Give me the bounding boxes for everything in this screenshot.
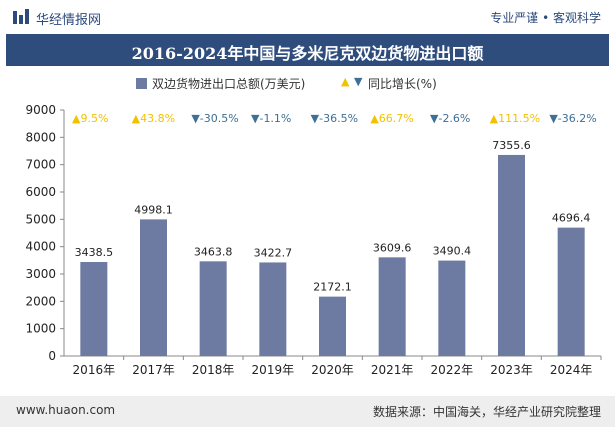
growth-value: 9.5%: [80, 112, 108, 125]
growth-up-label: ▲66.7%: [370, 112, 413, 125]
y-tick-label: 2000: [25, 294, 56, 308]
chart-bars: [80, 154, 585, 356]
value-labels: 3438.5 4998.1 3463.8 3422.7 2172.1 3609.6 3490…: [75, 139, 591, 294]
growth-value: 66.7%: [379, 112, 414, 125]
top-bar: 华经情报网 专业严谨 • 客观科学: [0, 0, 615, 34]
growth-value: -1.1%: [259, 112, 291, 125]
x-tick-labels: 2016年 2017年 2018年 2019年 2020年 2021年 2022年 2023年…: [73, 363, 593, 377]
down-triangle-icon: ▼: [191, 112, 200, 125]
y-tick-label: 0: [48, 349, 56, 363]
footer-url: www.huaon.com: [16, 403, 116, 417]
legend-bar-swatch: [136, 78, 147, 89]
bar-value-label: 3490.4: [433, 245, 472, 258]
chart-title: 2016-2024年中国与多米尼克双边货物进出口额: [131, 44, 484, 63]
slogan: 专业严谨 • 客观科学: [490, 11, 601, 25]
up-triangle-icon: ▲: [490, 112, 499, 125]
growth-up-label: ▲111.5%: [490, 112, 540, 125]
x-tick-label: 2023年: [490, 363, 533, 377]
growth-value: -36.2%: [558, 112, 597, 125]
up-triangle-icon: ▲: [370, 112, 379, 125]
y-tick-label: 3000: [25, 267, 56, 281]
up-triangle-icon: ▲: [72, 112, 81, 125]
legend: 双边货物进出口总额(万美元) ▲ ▼ 同比增长(%): [0, 72, 615, 92]
bar: [378, 257, 406, 356]
growth-down-label: ▼-36.5%: [311, 112, 358, 125]
legend-growth-label: 同比增长(%): [368, 77, 437, 91]
down-triangle-icon: ▼: [311, 112, 320, 125]
x-tick-label: 2022年: [431, 363, 474, 377]
growth-value: -30.5%: [200, 112, 239, 125]
x-tick-label: 2024年: [550, 363, 593, 377]
y-tick-label: 9000: [25, 103, 56, 117]
bar: [199, 261, 227, 356]
growth-value: -2.6%: [438, 112, 470, 125]
x-tick-label: 2020年: [311, 363, 354, 377]
bar-logo-icon: [13, 9, 29, 24]
growth-up-label: ▲9.5%: [72, 112, 108, 125]
growth-down-label: ▼-1.1%: [251, 112, 291, 125]
legend-bar-label: 双边货物进出口总额(万美元): [152, 77, 306, 91]
bar: [438, 260, 466, 356]
bar-value-label: 2172.1: [313, 281, 352, 294]
bar: [80, 262, 108, 356]
footer: www.huaon.com 数据来源：中国海关，华经产业研究院整理: [0, 396, 615, 427]
x-tick-label: 2016年: [73, 363, 116, 377]
x-tick-label: 2019年: [252, 363, 295, 377]
bar: [259, 262, 287, 356]
bar-value-label: 4998.1: [134, 203, 173, 216]
bar-chart: 3438.5 4998.1 3463.8 3422.7 2172.1 3609.6 3490…: [25, 103, 602, 377]
y-tick-label: 6000: [25, 185, 56, 199]
bar: [498, 154, 525, 356]
bar: [140, 219, 167, 356]
growth-labels: ▲9.5% ▲43.8% ▼-30.5% ▼-1.1% ▼-36.5% ▲66.7% ▼-2…: [72, 112, 597, 125]
bar-value-label: 3609.6: [373, 241, 412, 254]
x-tick-label: 2017年: [132, 363, 175, 377]
growth-value: -36.5%: [319, 112, 358, 125]
footer-source: 数据来源：中国海关，华经产业研究院整理: [372, 405, 601, 419]
y-tick-label: 5000: [25, 212, 56, 226]
bar-value-label: 7355.6: [492, 139, 531, 152]
y-tick-label: 4000: [25, 240, 56, 254]
bar-value-label: 3438.5: [75, 246, 114, 259]
bar-value-label: 4696.4: [552, 212, 591, 225]
y-tick-label: 1000: [25, 322, 56, 336]
x-tick-label: 2018年: [192, 363, 235, 377]
brand-name: 华经情报网: [36, 13, 102, 28]
bar: [557, 227, 585, 356]
bar: [319, 296, 346, 356]
growth-value: 43.8%: [140, 112, 175, 125]
down-triangle-icon: ▼: [251, 112, 260, 125]
growth-down-label: ▼-2.6%: [430, 112, 470, 125]
title-bar: 2016-2024年中国与多米尼克双边货物进出口额: [6, 34, 609, 66]
legend-down-triangle-icon: ▼: [354, 75, 363, 88]
y-tick-label: 8000: [25, 130, 56, 144]
growth-down-label: ▼-30.5%: [191, 112, 238, 125]
y-tick-labels: 0 1000 2000 3000 4000 5000 6000 7000 8000 9000: [25, 103, 56, 363]
growth-down-label: ▼-36.2%: [549, 112, 596, 125]
growth-up-label: ▲43.8%: [132, 112, 175, 125]
x-tick-label: 2021年: [371, 363, 414, 377]
growth-value: 111.5%: [498, 112, 540, 125]
bar-value-label: 3463.8: [194, 245, 233, 258]
up-triangle-icon: ▲: [132, 112, 141, 125]
down-triangle-icon: ▼: [549, 112, 558, 125]
bar-value-label: 3422.7: [254, 246, 293, 259]
y-tick-label: 7000: [25, 158, 56, 172]
down-triangle-icon: ▼: [430, 112, 439, 125]
legend-up-triangle-icon: ▲: [341, 75, 350, 88]
